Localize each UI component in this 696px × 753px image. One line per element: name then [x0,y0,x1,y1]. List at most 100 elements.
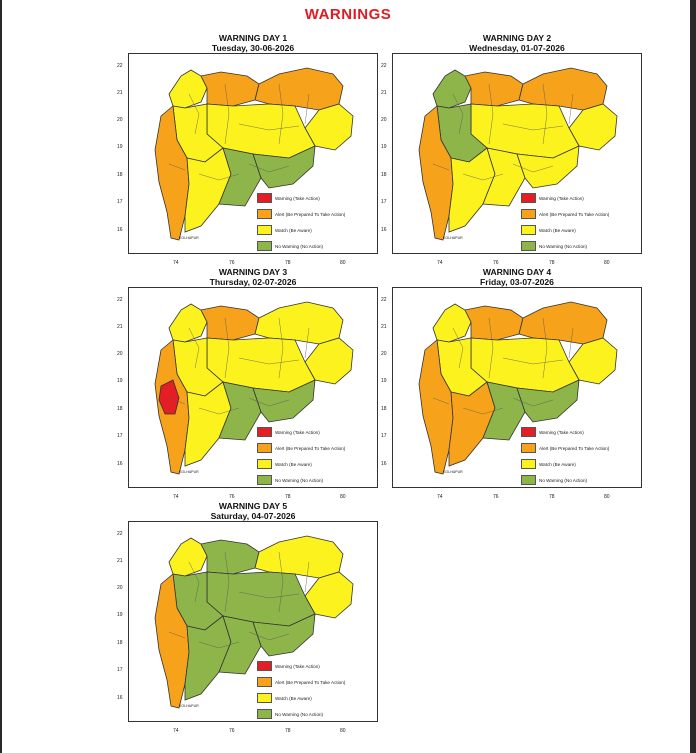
y-tick: 16 [381,227,387,233]
district-boundary [304,561,310,593]
district-boundary [168,631,186,639]
region-north [464,71,524,107]
legend-label: Watch (Be Aware) [539,227,576,233]
y-tick: 19 [117,378,123,384]
legend-item: No Warning (No Action) [257,472,345,488]
legend-swatch [257,443,272,453]
x-tick: 74 [173,260,179,266]
panel-title: WARNING DAY 1 [218,33,288,43]
map-frame: 22 21 20 19 18 17 16 74 76 78 80 KOLHAPU… [381,53,642,266]
legend-item: Alert (Be Prepared To Take Action) [257,440,345,456]
district-boundary [502,123,564,131]
y-tick: 16 [117,227,123,233]
district-boundary [238,591,300,599]
right-border [690,0,696,753]
legend-swatch [257,709,272,719]
district-boundary [432,397,450,405]
legend: Warning (Take Action) Alert (Be Prepared… [257,658,345,722]
region-coast [154,105,190,241]
y-tick: 18 [117,406,123,412]
x-tick: 78 [285,494,291,500]
legend-item: Alert (Be Prepared To Take Action) [257,674,345,690]
legend-swatch [257,475,272,485]
map-panel-day-2: WARNING DAY 2 Wednesday, 01-07-2026 22 2… [381,33,642,266]
y-tick: 19 [117,612,123,618]
y-tick: 18 [381,172,387,178]
x-tick: 74 [437,260,443,266]
district-boundary [304,93,310,125]
district-boundary [462,407,504,415]
x-tick: 76 [229,260,235,266]
legend-swatch [521,209,536,219]
x-tick: 76 [493,260,499,266]
district-boundary [198,407,240,415]
legend-swatch [257,225,272,235]
x-tick: 76 [229,494,235,500]
district-boundary [278,317,284,379]
legend-swatch [257,193,272,203]
legend-label: Alert (Be Prepared To Take Action) [275,445,346,451]
map-panel-day-1: WARNING DAY 1 Tuesday, 30-06-2026 22 21 … [117,33,378,266]
legend-label: Warning (Take Action) [275,195,320,201]
legend-label: No Warning (No Action) [539,243,588,249]
y-tick: 19 [117,144,123,150]
y-tick: 21 [117,90,123,96]
district-boundary [488,317,494,379]
district-boundary [198,641,240,649]
y-tick: 21 [117,558,123,564]
legend-label: Warning (Take Action) [539,195,584,201]
district-boundary [224,83,230,145]
y-tick: 20 [381,117,387,123]
legend-item: Alert (Be Prepared To Take Action) [521,440,609,456]
legend-item: Alert (Be Prepared To Take Action) [521,206,609,222]
kolhapur-label: KOLHAPUR [179,704,199,708]
panel-date: Thursday, 02-07-2026 [209,276,297,287]
legend-label: Alert (Be Prepared To Take Action) [539,445,610,451]
y-tick: 22 [381,297,387,303]
legend-label: Watch (Be Aware) [275,695,312,701]
district-boundary [502,357,564,365]
y-tick: 17 [117,199,123,205]
map-frame: 22 21 20 19 18 17 16 74 76 78 80 KOLHAPU… [117,53,378,266]
kolhapur-label: KOLHAPUR [179,470,199,474]
legend-label: No Warning (No Action) [539,477,588,483]
state-map [154,301,354,475]
district-boundary [188,327,200,369]
y-tick: 20 [381,351,387,357]
region-north [464,305,524,341]
x-tick: 80 [604,260,610,266]
page-title: WARNINGS [304,6,392,23]
state-map [418,301,618,475]
legend-label: No Warning (No Action) [275,711,324,717]
legend-item: Warning (Take Action) [257,424,345,440]
district-boundary [238,123,300,131]
legend-label: Watch (Be Aware) [275,227,312,233]
map-panel-day-3: WARNING DAY 3 Thursday, 02-07-2026 22 21… [117,267,378,500]
region-southwest [184,615,232,701]
legend-item: No Warning (No Action) [257,706,345,722]
region-north [200,305,260,341]
legend-item: Warning (Take Action) [521,424,609,440]
district-boundary [198,173,240,181]
legend-item: Watch (Be Aware) [521,222,609,238]
panel-title: WARNING DAY 2 [482,33,552,43]
legend-swatch [521,225,536,235]
x-tick: 76 [493,494,499,500]
legend-item: No Warning (No Action) [257,238,345,254]
legend-swatch [521,443,536,453]
region-southwest [448,147,496,233]
y-tick: 18 [117,640,123,646]
district-boundary [224,317,230,379]
legend: Warning (Take Action) Alert (Be Prepared… [521,424,609,488]
y-tick: 22 [117,63,123,69]
legend-swatch [257,661,272,671]
district-boundary [488,83,494,145]
legend-swatch [257,241,272,251]
legend-swatch [257,427,272,437]
map-panel-day-5: WARNING DAY 5 Saturday, 04-07-2026 22 21… [117,501,378,734]
legend-label: Warning (Take Action) [275,429,320,435]
y-tick: 20 [117,585,123,591]
x-tick: 78 [549,494,555,500]
y-tick: 21 [117,324,123,330]
legend-item: Warning (Take Action) [257,190,345,206]
